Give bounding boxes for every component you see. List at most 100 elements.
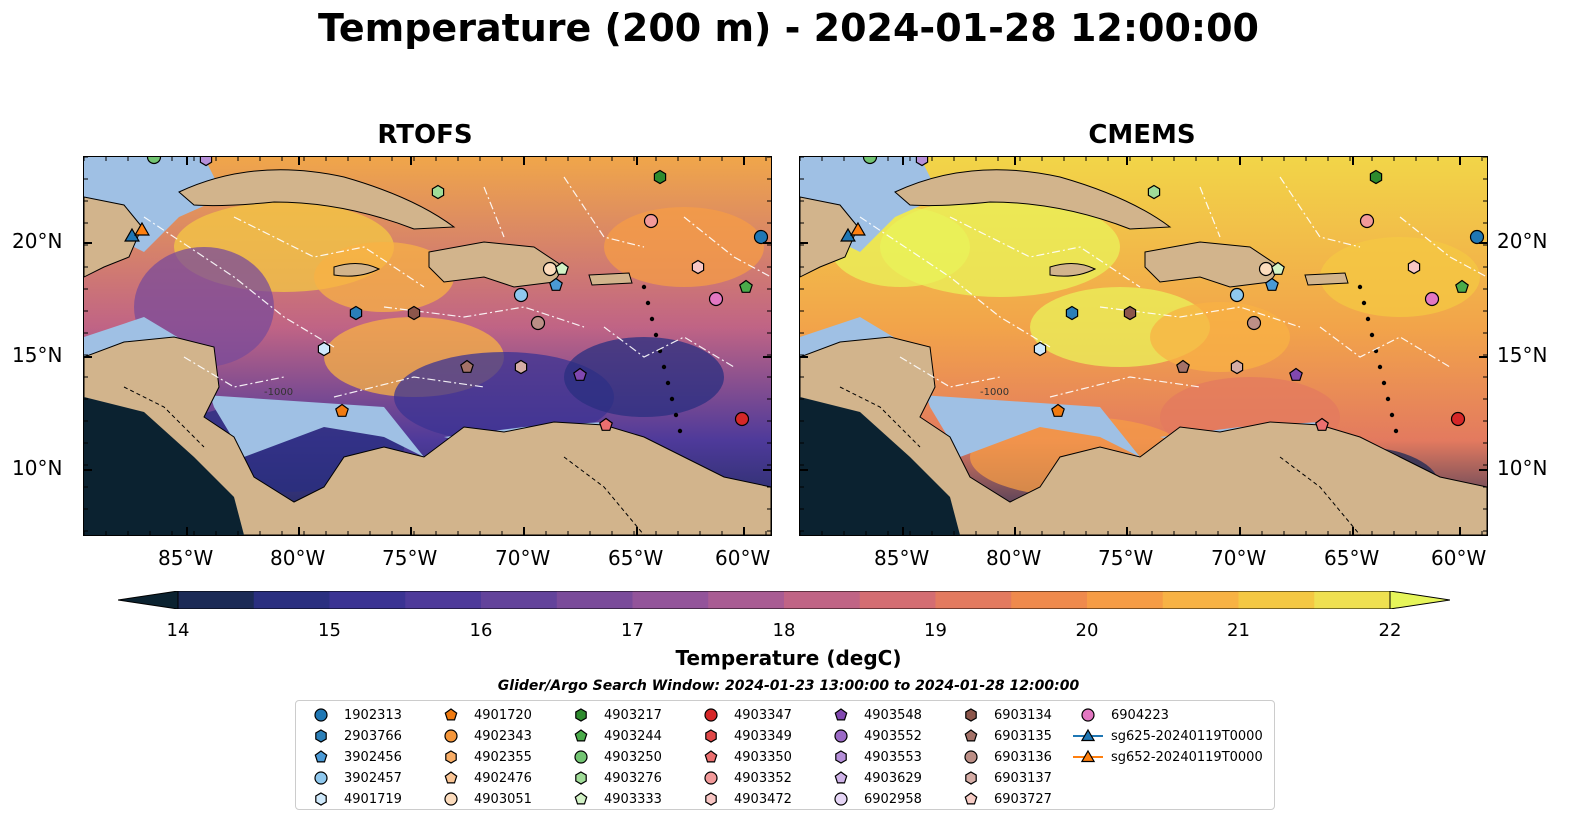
map-cmems: -1000 — [799, 156, 1488, 536]
colorbar-tick-label: 20 — [1075, 620, 1099, 641]
colorbar-segment — [329, 591, 406, 609]
legend-marker-icon — [965, 708, 977, 722]
legend-label: 4903548 — [864, 707, 922, 723]
colorbar-tick-label: 16 — [469, 620, 493, 641]
legend-item: 4902476 — [434, 768, 532, 788]
legend-label: 6902958 — [864, 791, 922, 807]
lon-label-map0-2: 75°W — [382, 546, 438, 570]
float-marker-4903553 — [915, 157, 929, 167]
legend-item: 2903766 — [304, 726, 402, 746]
lon-label-map0-5: 60°W — [715, 546, 771, 570]
float-marker-2903766 — [349, 305, 363, 321]
float-marker-4903051 — [542, 261, 558, 277]
legend-item: 4901720 — [434, 705, 532, 725]
legend-label: sg652-20240119T0000 — [1111, 749, 1263, 765]
legend-item: 6904223 — [1071, 705, 1169, 725]
colorbar — [117, 590, 1451, 610]
legend-label: 4903352 — [734, 770, 792, 786]
colorbar-segment — [556, 591, 633, 609]
legend-item: 4903552 — [824, 726, 922, 746]
float-marker-6904223 — [708, 291, 724, 307]
legend-marker-icon — [315, 729, 327, 743]
legend-marker-icon — [574, 729, 588, 742]
float-marker-4903352 — [643, 213, 659, 229]
colorbar-segment — [632, 591, 709, 609]
legend-item: sg652-20240119T0000 — [1071, 747, 1263, 767]
legend-item: 4903553 — [824, 747, 922, 767]
colorbar-tick-label: 22 — [1378, 620, 1402, 641]
legend-label: 4903333 — [604, 791, 662, 807]
legend-item: 6903137 — [954, 768, 1052, 788]
float-marker-6903137 — [514, 359, 528, 375]
float-marker-4903553 — [199, 157, 213, 167]
float-marker-6904223 — [1424, 291, 1440, 307]
legend-marker-icon — [705, 792, 717, 806]
float-marker-3902456 — [549, 277, 563, 291]
float-marker-3902457 — [1229, 287, 1245, 303]
float-marker-6903134 — [407, 305, 421, 321]
legend-marker-icon — [704, 708, 718, 722]
panel-title-cmems: CMEMS — [1088, 120, 1196, 150]
svg-text:-1000: -1000 — [264, 387, 293, 398]
lon-label-map1-2: 75°W — [1098, 546, 1154, 570]
lon-label-map0-1: 80°W — [270, 546, 326, 570]
lon-label-map0-4: 65°W — [608, 546, 664, 570]
legend-marker-icon — [575, 708, 587, 722]
colorbar-label: Temperature (degC) — [675, 646, 902, 670]
lat-label-10n-left: 10°N — [12, 456, 63, 480]
colorbar-segment — [1087, 591, 1164, 609]
float-marker-3902456 — [1265, 277, 1279, 291]
float-marker-1902313 — [753, 229, 769, 245]
legend-label: 4903217 — [604, 707, 662, 723]
colorbar-segment — [859, 591, 936, 609]
legend-item: sg625-20240119T0000 — [1071, 726, 1263, 746]
legend-item: 6903135 — [954, 726, 1052, 746]
legend-marker-icon — [964, 792, 978, 805]
legend-marker-icon — [444, 729, 458, 743]
float-marker-6903135 — [1176, 359, 1190, 373]
legend-item: 6903134 — [954, 705, 1052, 725]
legend-label: 4903276 — [604, 770, 662, 786]
float-marker-3902457 — [513, 287, 529, 303]
colorbar-tick-label: 14 — [166, 620, 190, 641]
legend-label: 4903552 — [864, 728, 922, 744]
legend-label: 4901719 — [344, 791, 402, 807]
legend-marker-icon — [1073, 749, 1103, 763]
float-marker-4901719 — [317, 341, 331, 357]
legend-marker-icon — [704, 771, 718, 785]
float-marker-4903276 — [1147, 184, 1161, 200]
legend-label: 4903350 — [734, 749, 792, 765]
legend-marker-icon — [314, 708, 328, 722]
colorbar-segment — [405, 591, 482, 609]
legend-label: 6903137 — [994, 770, 1052, 786]
colorbar-min-extend — [117, 590, 179, 610]
float-marker-4903347 — [1450, 411, 1466, 427]
lon-label-map1-0: 85°W — [874, 546, 930, 570]
legend-label: 6903136 — [994, 749, 1052, 765]
legend-marker-icon — [314, 750, 328, 763]
legend-item: 1902313 — [304, 705, 402, 725]
lon-label-map0-3: 70°W — [495, 546, 551, 570]
legend-label: 6903727 — [994, 791, 1052, 807]
legend-label: 4903051 — [474, 791, 532, 807]
legend-item: 4902355 — [434, 747, 532, 767]
float-marker-6903134 — [1123, 305, 1137, 321]
colorbar-segment — [481, 591, 558, 609]
float-marker-4903350 — [599, 417, 613, 431]
colorbar-tick-label: 19 — [924, 620, 947, 641]
legend-item: 4903349 — [694, 726, 792, 746]
legend-marker-icon — [444, 771, 458, 784]
legend-label: 4902476 — [474, 770, 532, 786]
legend-marker-icon — [704, 750, 718, 763]
legend-marker-icon — [965, 771, 977, 785]
float-marker-4903352 — [1359, 213, 1375, 229]
legend-item: 4903548 — [824, 705, 922, 725]
float-marker-4903548 — [1289, 367, 1303, 381]
legend-marker-icon — [445, 750, 457, 764]
legend-item: 4903352 — [694, 768, 792, 788]
legend-item: 6902958 — [824, 789, 922, 809]
legend-label: 4901720 — [474, 707, 532, 723]
legend-marker-icon — [964, 729, 978, 742]
lat-label-10n-right: 10°N — [1497, 456, 1548, 480]
legend-item: 3902457 — [304, 768, 402, 788]
